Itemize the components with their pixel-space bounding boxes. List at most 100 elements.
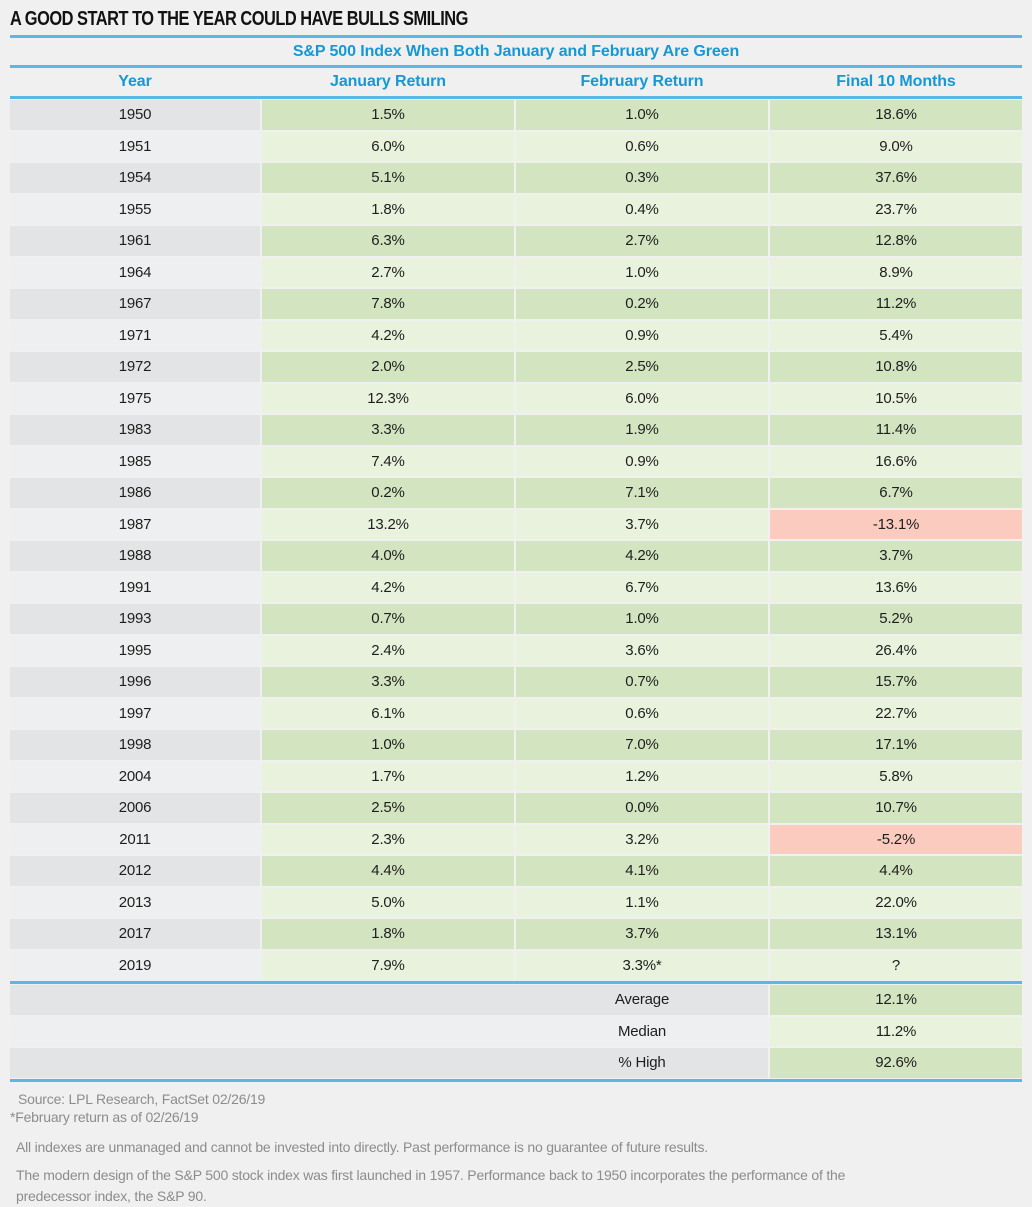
summary-label-area: Average [10,985,768,1015]
january-return-cell: 13.2% [262,509,514,539]
table-row: 2011 2.3% 3.2% -5.2% [10,824,1022,854]
source-line: Source: LPL Research, FactSet 02/26/19 [18,1090,266,1107]
summary-row: Median 11.2% [10,1016,1022,1046]
table-row: 1997 6.1% 0.6% 22.7% [10,698,1022,728]
final-10-months-cell: 12.8% [770,226,1022,256]
january-return-cell: 5.0% [262,887,514,917]
final-10-months-cell: 5.2% [770,604,1022,634]
year-cell: 2004 [10,761,260,791]
year-cell: 1964 [10,257,260,287]
final-10-months-cell: 4.4% [770,856,1022,886]
divider-top [10,35,1022,38]
final-10-months-cell: 22.0% [770,887,1022,917]
final-10-months-cell: 10.8% [770,352,1022,382]
table-body: 1950 1.5% 1.0% 18.6% 1951 6.0% 0.6% 9.0% 1954 5.1… [10,100,1022,980]
divider-body [10,981,1022,984]
table-row: 1955 1.8% 0.4% 23.7% [10,194,1022,224]
january-return-cell: 4.0% [262,541,514,571]
table-row: 1971 4.2% 0.9% 5.4% [10,320,1022,350]
final-10-months-cell: 37.6% [770,163,1022,193]
year-cell: 2012 [10,856,260,886]
year-cell: 1955 [10,194,260,224]
table-header-row: Year January Return February Return Fina… [10,68,1022,96]
table-row: 2013 5.0% 1.1% 22.0% [10,887,1022,917]
table-row: 1993 0.7% 1.0% 5.2% [10,604,1022,634]
year-cell: 1987 [10,509,260,539]
january-return-cell: 1.8% [262,919,514,949]
february-return-cell: 1.1% [516,887,768,917]
year-cell: 1986 [10,478,260,508]
final-10-months-cell: -13.1% [770,509,1022,539]
column-header-february-return: February Return [580,73,704,90]
year-cell: 2017 [10,919,260,949]
final-10-months-cell: 8.9% [770,257,1022,287]
january-return-cell: 7.4% [262,446,514,476]
year-cell: 2006 [10,793,260,823]
table-row: 1986 0.2% 7.1% 6.7% [10,478,1022,508]
final-10-months-cell: 26.4% [770,635,1022,665]
table-row: 1998 1.0% 7.0% 17.1% [10,730,1022,760]
january-return-cell: 7.8% [262,289,514,319]
summary-label: % High [618,1054,666,1072]
year-cell: 1996 [10,667,260,697]
summary-row: % High 92.6% [10,1048,1022,1078]
year-cell: 1985 [10,446,260,476]
table-row: 1975 12.3% 6.0% 10.5% [10,383,1022,413]
table-row: 2012 4.4% 4.1% 4.4% [10,856,1022,886]
summary-label: Average [614,991,670,1009]
january-return-cell: 4.2% [262,572,514,602]
year-cell: 1997 [10,698,260,728]
final-10-months-cell: 11.4% [770,415,1022,445]
february-return-cell: 7.1% [516,478,768,508]
january-return-cell: 2.5% [262,793,514,823]
table-row: 2019 7.9% 3.3%*? [10,950,1022,980]
final-10-months-cell: 5.8% [770,761,1022,791]
february-return-cell: 6.7% [516,572,768,602]
january-return-cell: 0.7% [262,604,514,634]
table-row: 1983 3.3% 1.9% 11.4% [10,415,1022,445]
table-row: 1985 7.4% 0.9% 16.6% [10,446,1022,476]
january-return-cell: 2.4% [262,635,514,665]
final-10-months-cell: 10.5% [770,383,1022,413]
final-10-months-cell: 16.6% [770,446,1022,476]
divider-subtitle [10,65,1022,68]
table-subtitle: S&P 500 Index When Both January and Febr… [292,42,740,60]
table-row: 1964 2.7% 1.0% 8.9% [10,257,1022,287]
january-return-cell: 2.0% [262,352,514,382]
january-return-cell: 2.7% [262,257,514,287]
summary-value: 11.2% [770,1016,1022,1046]
final-10-months-cell: 13.6% [770,572,1022,602]
year-cell: 1983 [10,415,260,445]
february-return-cell: 0.4% [516,194,768,224]
year-cell: 2019 [10,950,260,980]
february-return-cell: 1.2% [516,761,768,791]
table-row: 2006 2.5% 0.0% 10.7% [10,793,1022,823]
january-return-cell: 4.2% [262,320,514,350]
final-10-months-cell: 9.0% [770,131,1022,161]
february-return-cell: 0.7% [516,667,768,697]
february-return-cell: 3.2% [516,824,768,854]
january-return-cell: 2.3% [262,824,514,854]
february-return-cell: 0.6% [516,698,768,728]
february-return-cell: 1.0% [516,100,768,130]
february-return-cell: 0.6% [516,131,768,161]
final-10-months-cell: 13.1% [770,919,1022,949]
year-cell: 1993 [10,604,260,634]
year-cell: 1988 [10,541,260,571]
january-return-cell: 3.3% [262,415,514,445]
final-10-months-cell: 15.7% [770,667,1022,697]
year-cell: 1995 [10,635,260,665]
january-return-cell: 0.2% [262,478,514,508]
final-10-months-cell: 17.1% [770,730,1022,760]
returns-table: S&P 500 Index When Both January and Febr… [10,38,1022,1082]
final-10-months-cell: 6.7% [770,478,1022,508]
table-row: 1954 5.1% 0.3% 37.6% [10,163,1022,193]
february-return-cell: 0.9% [516,320,768,350]
footer: Source: LPL Research, FactSet 02/26/19 *… [10,1090,1022,1207]
final-10-months-cell: 3.7% [770,541,1022,571]
february-return-cell: 4.2% [516,541,768,571]
summary-value: 92.6% [770,1048,1022,1078]
table-row: 1995 2.4% 3.6% 26.4% [10,635,1022,665]
final-10-months-cell: ? [770,950,1022,980]
february-return-cell: 2.5% [516,352,768,382]
